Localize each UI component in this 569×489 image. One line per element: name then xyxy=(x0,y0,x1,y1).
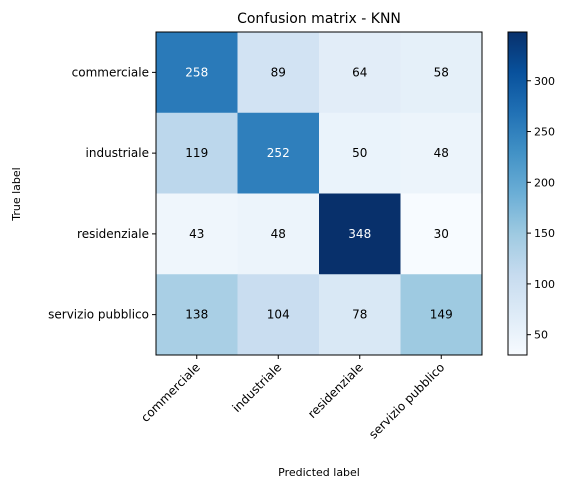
x-tick-label: commerciale xyxy=(138,360,203,425)
x-tick-label: servizio pubblico xyxy=(366,360,447,441)
cell-value-label: 78 xyxy=(352,308,367,322)
colorbar-tick-label: 100 xyxy=(534,278,555,291)
heatmap-cell xyxy=(237,32,320,114)
y-tick-label: servizio pubblico xyxy=(48,308,149,322)
heatmap-cell xyxy=(319,193,401,275)
heatmap-cells: 258 89 64 58 119 252 50 48 43 48 348 30 138 104 78 149 xyxy=(156,32,483,356)
cell-value-label: 119 xyxy=(185,146,208,160)
heatmap-cell xyxy=(156,274,238,356)
heatmap-cell xyxy=(319,32,401,114)
heatmap-cell xyxy=(319,112,401,194)
cell-value-label: 138 xyxy=(185,308,208,322)
colorbar-tick-label: 300 xyxy=(534,75,555,88)
heatmap-cell xyxy=(156,112,238,194)
heatmap-cell xyxy=(237,193,320,275)
cell-value-label: 348 xyxy=(348,227,371,241)
cell-value-label: 104 xyxy=(267,308,290,322)
cell-value-label: 50 xyxy=(352,146,367,160)
colorbar-tick-label: 250 xyxy=(534,126,555,139)
heatmap-cell xyxy=(400,274,483,356)
cell-value-label: 43 xyxy=(189,227,204,241)
y-axis-ticks: commerciale industriale residenziale serviz… xyxy=(48,65,156,322)
colorbar-tick-label: 150 xyxy=(534,227,555,240)
cell-value-label: 48 xyxy=(271,227,286,241)
heatmap-cell xyxy=(237,112,320,194)
colorbar-ticks: 50 100 150 200 250 300 xyxy=(527,75,555,342)
heatmap-cell xyxy=(400,112,483,194)
cell-value-label: 64 xyxy=(352,65,367,79)
heatmap-cell xyxy=(319,274,401,356)
x-tick-label: industriale xyxy=(230,360,285,415)
heatmap-cell xyxy=(400,32,483,114)
cell-value-label: 30 xyxy=(434,227,449,241)
x-axis-label: Predicted label xyxy=(278,466,360,479)
heatmap-cell xyxy=(156,32,238,114)
x-axis-ticks: commerciale industriale residenziale serviz… xyxy=(138,355,447,441)
cell-value-label: 258 xyxy=(185,65,208,79)
heatmap-cell xyxy=(156,193,238,275)
colorbar-tick-label: 50 xyxy=(534,329,548,342)
heatmap-cell xyxy=(400,193,483,275)
cell-value-label: 48 xyxy=(434,146,449,160)
cell-value-label: 89 xyxy=(271,65,286,79)
y-tick-label: industriale xyxy=(86,146,149,160)
heatmap-cell xyxy=(237,274,320,356)
x-tick-label: residenziale xyxy=(305,360,366,421)
cell-value-label: 58 xyxy=(434,65,449,79)
y-tick-label: commerciale xyxy=(72,65,149,79)
cell-value-label: 149 xyxy=(430,308,453,322)
colorbar xyxy=(507,31,528,356)
plot-frame xyxy=(155,31,483,356)
cell-value-label: 252 xyxy=(267,146,290,160)
chart-title: Confusion matrix - KNN xyxy=(237,11,401,27)
colorbar-tick-label: 200 xyxy=(534,176,555,189)
y-tick-label: residenziale xyxy=(77,227,149,241)
y-axis-label: True label xyxy=(10,167,23,221)
